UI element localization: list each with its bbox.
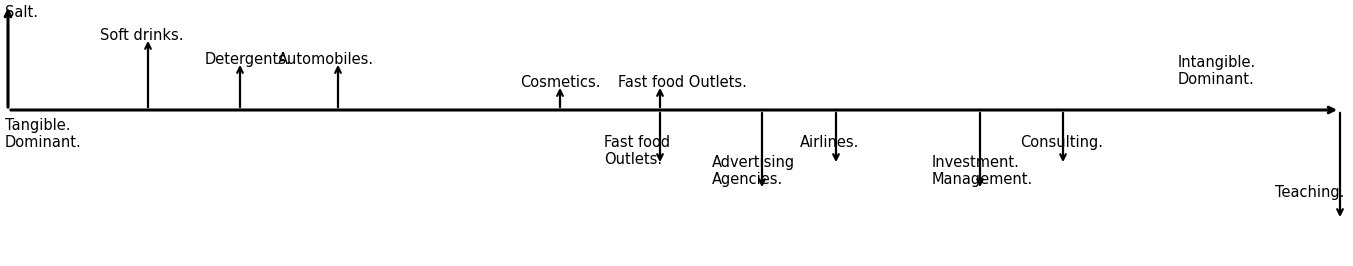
Text: Teaching.: Teaching. (1275, 185, 1345, 200)
Text: Automobiles.: Automobiles. (277, 52, 375, 67)
Text: Tangible.
Dominant.: Tangible. Dominant. (5, 118, 81, 150)
Text: Intangible.
Dominant.: Intangible. Dominant. (1178, 55, 1256, 88)
Text: Fast food
Outlets.: Fast food Outlets. (603, 135, 670, 167)
Text: Consulting.: Consulting. (1020, 135, 1103, 150)
Text: Cosmetics.: Cosmetics. (520, 75, 601, 90)
Text: Salt.: Salt. (5, 5, 38, 20)
Text: Airlines.: Airlines. (800, 135, 859, 150)
Text: Fast food Outlets.: Fast food Outlets. (618, 75, 747, 90)
Text: Advertising
Agencies.: Advertising Agencies. (712, 155, 796, 188)
Text: Detergents.: Detergents. (206, 52, 292, 67)
Text: Soft drinks.: Soft drinks. (100, 28, 184, 43)
Text: Investment.
Management.: Investment. Management. (932, 155, 1034, 188)
